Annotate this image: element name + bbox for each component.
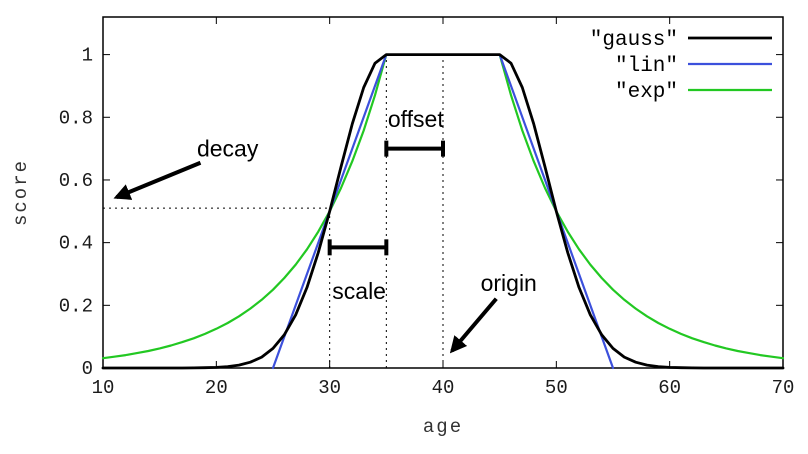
legend-label-gauss: "gauss" xyxy=(590,29,678,52)
x-tick-label: 60 xyxy=(658,377,681,399)
offset-label: offset xyxy=(388,106,444,132)
y-axis-label: score xyxy=(10,159,32,226)
decay-arrow xyxy=(113,160,202,200)
origin-label: origin xyxy=(481,270,537,296)
legend-label-lin: "lin" xyxy=(615,55,678,78)
x-tick-label: 70 xyxy=(772,377,795,399)
y-tick-label: 0 xyxy=(82,358,93,380)
x-tick-label: 40 xyxy=(432,377,455,399)
origin-arrow xyxy=(449,297,498,354)
y-tick-label: 0.2 xyxy=(59,295,93,317)
decay-label: decay xyxy=(197,136,259,162)
x-tick-label: 30 xyxy=(318,377,341,399)
scale-label: scale xyxy=(332,278,386,304)
x-axis-label: age xyxy=(423,416,463,438)
x-tick-label: 20 xyxy=(205,377,228,399)
y-tick-label: 0.4 xyxy=(59,233,93,255)
series-gauss-line xyxy=(101,53,785,370)
x-tick-label: 50 xyxy=(545,377,568,399)
y-tick-label: 1 xyxy=(82,45,93,67)
y-tick-label: 0.8 xyxy=(59,107,93,129)
legend-label-exp: "exp" xyxy=(615,81,678,104)
x-tick-label: 10 xyxy=(92,377,115,399)
y-tick-label: 0.6 xyxy=(59,170,93,192)
